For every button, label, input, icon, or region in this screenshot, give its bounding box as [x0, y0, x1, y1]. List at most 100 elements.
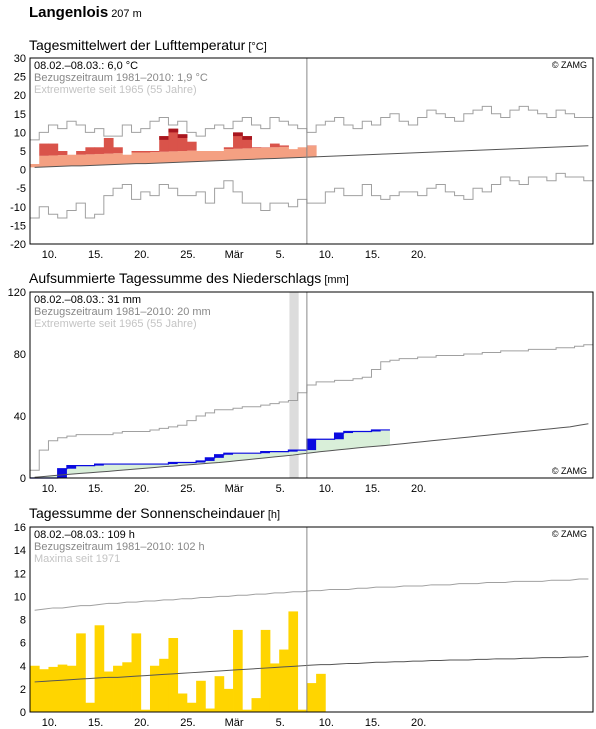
sun-chart-title-text: Tagessumme der Sonnenscheindauer [29, 505, 265, 521]
temp-bar-peak [242, 136, 253, 140]
temp-bar [122, 154, 133, 165]
temp-bar [242, 148, 253, 160]
temp-bar [48, 155, 59, 167]
temp-chart-title-text: Tagesmittelwert der Lufttemperatur [29, 37, 246, 53]
sun-plot-frame [29, 526, 594, 713]
precip-max-extreme-line [30, 344, 593, 471]
sun-bar [57, 664, 68, 712]
temp-bar-peak [177, 134, 188, 138]
temp-xtick-label: 20. [411, 249, 426, 261]
sun-normal-line [34, 656, 589, 683]
precip-xtick-label: 15. [365, 483, 380, 495]
precip-chart-title: Aufsummierte Tagessumme des Niederschlag… [29, 270, 349, 286]
temp-bar [76, 154, 86, 166]
temp-bar [205, 151, 216, 162]
temp-ytick-label: 30 [14, 53, 26, 65]
temp-chart-title: Tagesmittelwert der Lufttemperatur [°C] [29, 37, 267, 53]
station-name: Langenlois [29, 4, 109, 21]
sun-bar [279, 649, 289, 712]
sun-ytick-label: 12 [14, 568, 26, 580]
sun-ytick-label: 8 [20, 615, 26, 627]
temp-bar [214, 151, 225, 161]
sun-chart-title: Tagessumme der Sonnenscheindauer [h] [29, 505, 280, 521]
precip-bar [168, 462, 178, 465]
temp-bar-above [57, 151, 68, 156]
temp-xtick-label: Mär [225, 249, 244, 261]
temp-ytick-label: 5 [20, 146, 26, 158]
temp-bar-above [242, 136, 253, 149]
sun-ytick-label: 16 [14, 522, 26, 534]
sun-bar [39, 669, 49, 712]
precip-bar [205, 457, 215, 461]
temp-bar-above [177, 134, 188, 151]
temp-ytick-label: -20 [10, 239, 26, 251]
temp-bar-peak [168, 128, 179, 133]
precip-bar [223, 453, 234, 455]
temp-bar-above [233, 132, 243, 149]
sun-ytick-label: 6 [20, 638, 26, 650]
temp-bar [186, 150, 197, 162]
temp-bar-above [85, 147, 96, 155]
temp-bar [177, 151, 188, 163]
temp-ytick-label: 15 [14, 109, 26, 121]
temp-ytick-label: -10 [10, 202, 26, 214]
sun-xtick-label: 15. [88, 717, 103, 729]
precip-xtick-label: 25. [180, 483, 195, 495]
sun-bar [242, 709, 252, 712]
precip-xtick-label: 15. [88, 483, 103, 495]
sun-bar [85, 702, 96, 712]
temp-max-extreme-line [30, 105, 593, 141]
precip-xtick-label: 5. [276, 483, 285, 495]
temp-bar [251, 148, 262, 160]
temp-bar [66, 154, 77, 166]
sun-bar [269, 663, 280, 712]
precip-normal-line [34, 423, 589, 478]
sun-xtick-label: Mär [225, 717, 244, 729]
temp-xtick-label: 25. [180, 249, 195, 261]
temp-normal-line [34, 145, 589, 168]
temp-bar [140, 152, 151, 164]
temp-ytick-label: -15 [10, 220, 26, 232]
sun-bar [177, 693, 188, 712]
temp-bar-above [76, 151, 86, 155]
sun-bar [159, 658, 169, 712]
temp-bar [113, 153, 123, 165]
precip-bar [306, 439, 317, 451]
temp-extreme-label: Extremwerte seit 1965 (55 Jahre) [34, 84, 197, 96]
temp-ytick-label: 0 [20, 165, 26, 177]
temp-bar-above [159, 136, 169, 152]
precip-xtick-label: 10. [42, 483, 57, 495]
precip-ytick-label: 0 [20, 473, 26, 485]
temp-bar [149, 152, 160, 164]
precip-panel: 120 80 40 0 10. 15. 20. 25. Mär 5. 10. 15. 20. 08.02.… [8, 287, 594, 495]
sun-bar [131, 633, 142, 712]
precip-xtick-label: 10. [319, 483, 334, 495]
temp-bar-above [94, 147, 105, 154]
precip-bar [66, 465, 77, 469]
precip-ytick-label: 120 [8, 287, 26, 299]
temp-xtick-label: 10. [42, 249, 57, 261]
sun-chart-unit: [h] [267, 509, 281, 521]
temp-bar-above [223, 147, 234, 150]
temp-chart-unit: [°C] [248, 41, 267, 53]
precip-observed-line [30, 429, 390, 479]
precip-chart-unit: [mm] [324, 274, 349, 286]
precip-plot-frame [29, 291, 594, 479]
sun-xtick-label: 10. [42, 717, 57, 729]
temp-bar [233, 148, 243, 160]
sun-ytick-label: 14 [14, 545, 26, 557]
sun-xtick-label: 15. [365, 717, 380, 729]
temp-bar [223, 149, 234, 161]
precip-stat-line: 08.02.–08.03.: 31 mm [34, 294, 141, 306]
precip-ytick-label: 80 [14, 349, 26, 361]
temp-xtick-label: 10. [319, 249, 334, 261]
precip-normal-label: Bezugszeitraum 1981–2010: 20 mm [34, 306, 211, 318]
sun-bar [48, 666, 59, 712]
sun-ytick-label: 0 [20, 707, 26, 719]
sun-panel: 16 14 12 10 8 6 4 2 0 10. 15. 20. 25. Mär 5. 10. 15. 20. 0… [14, 522, 594, 729]
temp-ytick-label: -5 [16, 183, 26, 195]
sun-bar [306, 683, 317, 712]
sun-bar [233, 629, 243, 712]
temp-bar-above [131, 151, 142, 153]
sun-bar [149, 665, 160, 712]
